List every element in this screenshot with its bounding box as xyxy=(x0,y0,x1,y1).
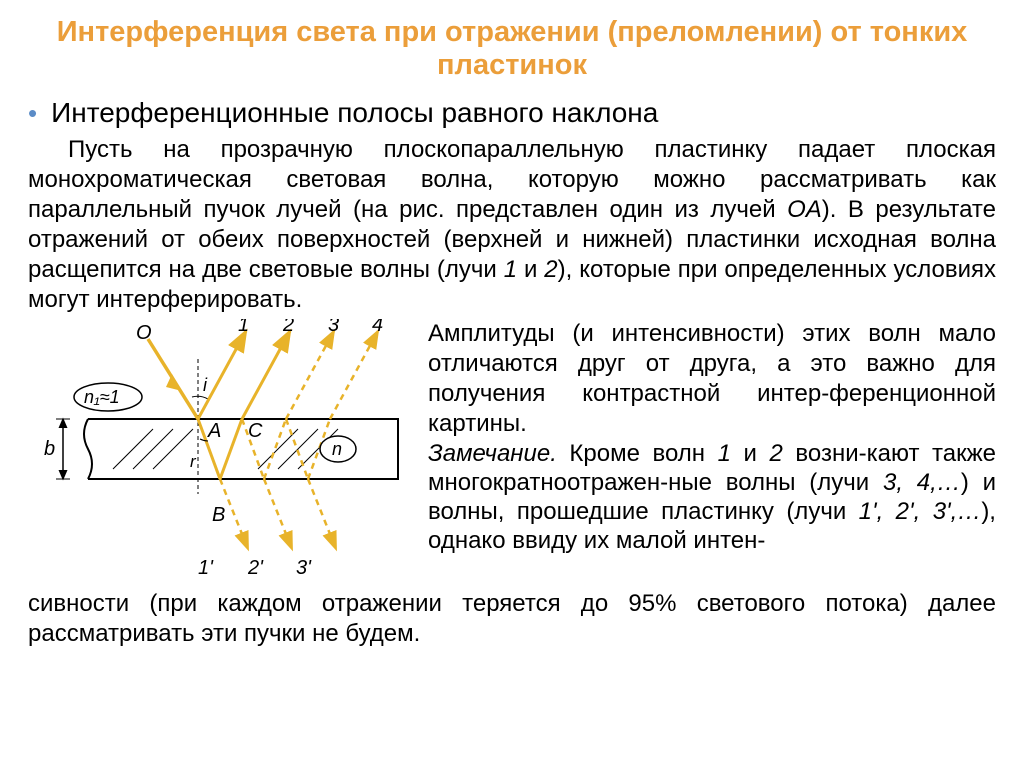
paragraph-1: Пусть на прозрачную плоскопараллельную п… xyxy=(28,135,996,315)
label-n1: n₁≈1 xyxy=(84,387,120,407)
para1-2: 2 xyxy=(544,256,557,283)
para1-1: 1 xyxy=(504,256,517,283)
right-para-1: Амплитуды (и интенсивности) этих волн ма… xyxy=(428,319,996,439)
note-1: 1 xyxy=(718,440,731,467)
label-p1: 1' xyxy=(198,557,214,579)
text-column: Амплитуды (и интенсивности) этих волн ма… xyxy=(428,319,996,589)
label-r3: 3 xyxy=(328,319,339,336)
label-r2: 2 xyxy=(282,319,294,336)
bullet-row: • Интерференционные полосы равного накло… xyxy=(28,97,996,129)
label-C: C xyxy=(248,420,263,442)
label-A: A xyxy=(207,420,221,442)
note-and: и xyxy=(731,440,770,467)
para1-and: и xyxy=(517,256,544,283)
note-a: Кроме волн xyxy=(557,440,718,467)
note-34: 3, 4,… xyxy=(883,469,961,496)
columns: b O i 1 r B 2 A xyxy=(28,319,996,589)
label-r4: 4 xyxy=(372,319,383,336)
slide-title: Интерференция света при отражении (прело… xyxy=(28,16,996,83)
label-p2: 2' xyxy=(247,557,264,579)
label-i: i xyxy=(203,375,208,395)
optics-diagram: b O i 1 r B 2 A xyxy=(28,319,418,589)
note-para: Замечание. Кроме волн 1 и 2 возни-кают т… xyxy=(428,439,996,556)
final-paragraph: сивности (при каждом отражении теряется … xyxy=(28,589,996,649)
label-n: n xyxy=(332,439,342,459)
note-label: Замечание. xyxy=(428,440,557,467)
bullet-icon: • xyxy=(28,100,37,126)
label-O: O xyxy=(136,322,152,344)
label-r1: 1 xyxy=(238,319,249,336)
label-p3: 3' xyxy=(296,557,312,579)
label-B: B xyxy=(212,504,225,526)
para1-oa: OA xyxy=(787,196,822,223)
diagram-column: b O i 1 r B 2 A xyxy=(28,319,418,589)
note-primes: 1', 2', 3',… xyxy=(859,498,982,525)
note-2: 2 xyxy=(770,440,783,467)
label-r: r xyxy=(190,452,197,471)
label-b: b xyxy=(44,438,55,460)
subtitle: Интерференционные полосы равного наклона xyxy=(51,97,658,129)
